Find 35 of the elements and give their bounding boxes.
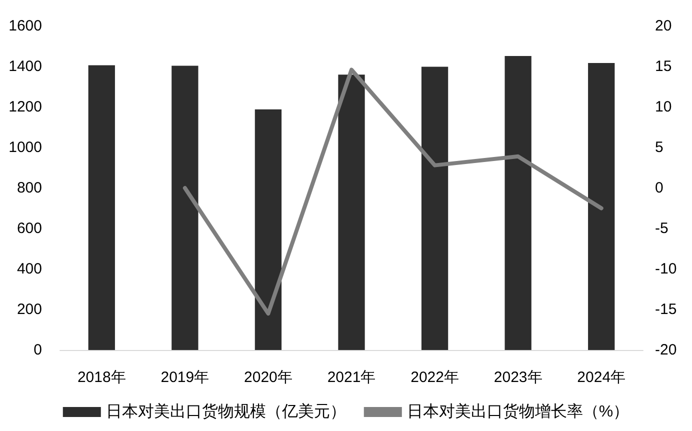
legend-label: 日本对美出口货物增长率（%） bbox=[406, 402, 630, 420]
bar bbox=[254, 109, 282, 350]
x-tick-label: 2021年 bbox=[327, 369, 376, 386]
x-tick-label: 2023年 bbox=[494, 369, 542, 386]
y2-tick-label: -5 bbox=[655, 220, 668, 237]
y-tick-label: 200 bbox=[16, 301, 42, 318]
y2-tick-label: 20 bbox=[655, 18, 672, 34]
y-tick-label: 1600 bbox=[8, 18, 42, 34]
bar bbox=[421, 66, 448, 350]
bar bbox=[504, 56, 532, 350]
y-tick-label: 600 bbox=[16, 220, 42, 237]
y-tick-label: 0 bbox=[34, 342, 42, 358]
y-tick-label: 400 bbox=[16, 260, 42, 278]
x-tick-label: 2019年 bbox=[160, 369, 210, 386]
y2-tick-label: 5 bbox=[655, 139, 664, 156]
bar bbox=[88, 65, 115, 350]
y-tick-label: 800 bbox=[16, 180, 42, 196]
y2-tick-label: -15 bbox=[655, 301, 677, 318]
y2-tick-label: -10 bbox=[655, 260, 677, 278]
bar bbox=[588, 63, 615, 350]
y-tick-label: 1000 bbox=[8, 139, 42, 156]
y2-tick-label: 15 bbox=[655, 58, 672, 75]
y-tick-label: 1400 bbox=[8, 58, 42, 75]
line-series bbox=[182, 68, 604, 316]
x-tick-label: 2024年 bbox=[577, 369, 626, 386]
x-tick-label: 2020年 bbox=[244, 369, 292, 386]
x-tick-label: 2022年 bbox=[410, 369, 459, 386]
x-tick-label: 2018年 bbox=[77, 369, 126, 386]
bar bbox=[172, 66, 198, 350]
y2-tick-label: 10 bbox=[655, 98, 672, 116]
bar bbox=[338, 74, 365, 350]
y2-tick-label: 0 bbox=[655, 180, 664, 196]
y-tick-label: 1200 bbox=[8, 98, 42, 116]
legend-label: 日本对美出口货物规模（亿美元） bbox=[106, 402, 346, 420]
y2-tick-label: -20 bbox=[655, 342, 677, 358]
